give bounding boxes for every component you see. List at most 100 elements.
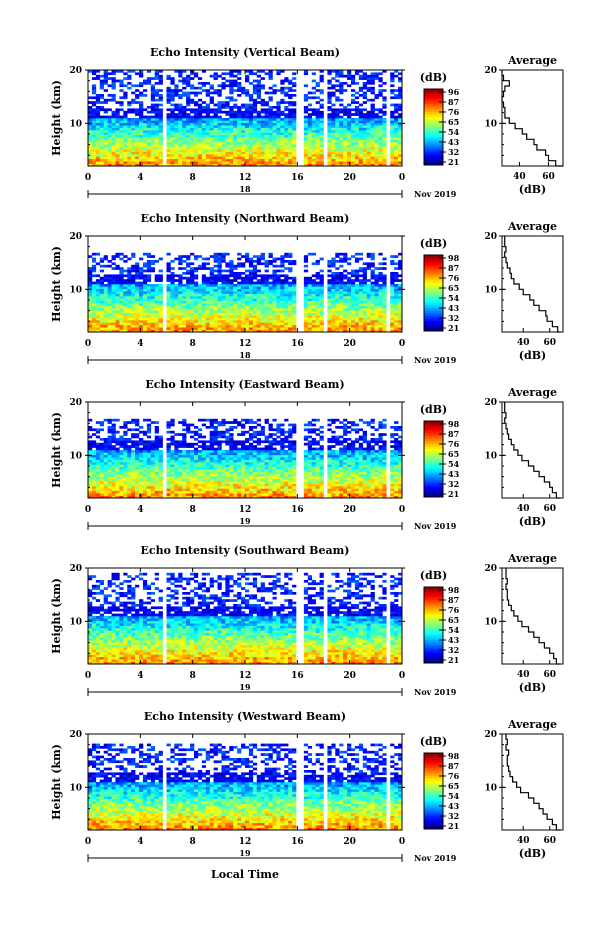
x-tick-label: 0 [399, 173, 405, 183]
heatmap-cell [127, 127, 132, 131]
heatmap-cell [350, 151, 356, 155]
heatmap-cell [154, 158, 159, 162]
heatmap-cell [201, 122, 207, 126]
heatmap-cell [260, 127, 265, 131]
heatmap-cell [272, 149, 277, 152]
heatmap-cell [241, 303, 246, 306]
heatmap-cell [315, 293, 320, 297]
heatmap-cell [382, 308, 387, 311]
heatmap-cell [307, 130, 313, 133]
heatmap-cell [111, 471, 116, 475]
heatmap-cell [131, 98, 136, 102]
heatmap-cell [135, 72, 140, 76]
heatmap-cell [335, 139, 340, 143]
heatmap-cell [382, 127, 387, 131]
heatmap-cell [350, 322, 356, 326]
heatmap-cell [398, 303, 403, 306]
heatmap-cell [190, 272, 195, 275]
heatmap-cell [205, 91, 210, 95]
heatmap-cell [233, 272, 238, 275]
heatmap-cell [221, 276, 226, 280]
heatmap-cell [370, 149, 375, 152]
heatmap-cell [390, 113, 395, 116]
heatmap-cell [115, 276, 120, 280]
heatmap-cell [260, 108, 265, 112]
heatmap-cell [95, 94, 101, 97]
heatmap-cell [370, 120, 375, 124]
heatmap-cell [209, 293, 214, 297]
heatmap-cell [382, 118, 387, 121]
heatmap-cell [166, 156, 171, 160]
heatmap-cell [213, 77, 218, 80]
heatmap-cell [354, 300, 360, 304]
heatmap-cell [99, 317, 104, 321]
heatmap-cell [358, 151, 364, 155]
heatmap-cell [154, 317, 159, 321]
heatmap-cell [217, 284, 222, 287]
heatmap-cell [146, 324, 152, 328]
heatmap-cell [311, 296, 316, 299]
heatmap-cell [366, 130, 371, 133]
heatmap-cell [350, 272, 356, 275]
heatmap-cell [354, 154, 360, 157]
heatmap-cell [307, 315, 313, 318]
heatmap-cell [209, 274, 214, 278]
heatmap-cell [111, 144, 116, 148]
heatmap-cell [245, 317, 250, 321]
heatmap-cell [264, 118, 269, 121]
heatmap-cell [205, 329, 210, 333]
heatmap-cell [354, 149, 360, 152]
heatmap-cell [378, 324, 383, 328]
heatmap-cell [366, 308, 371, 311]
heatmap-cell [319, 296, 324, 299]
heatmap-cell [139, 149, 144, 152]
heatmap-cell [166, 286, 171, 290]
heatmap-cell [91, 101, 97, 104]
heatmap-cell [362, 154, 367, 157]
heatmap-cell [315, 149, 320, 152]
heatmap-cell [268, 132, 273, 136]
heatmap-cell [217, 110, 222, 114]
heatmap-cell [205, 106, 210, 109]
heatmap-cell [142, 89, 148, 92]
heatmap-cell [221, 103, 226, 107]
heatmap-cell [197, 163, 203, 167]
heatmap-cell [260, 118, 265, 121]
heatmap-cell [252, 322, 258, 326]
heatmap-cell [99, 260, 104, 263]
heatmap-cell [331, 324, 336, 328]
heatmap-cell [331, 125, 336, 128]
heatmap-cell [390, 96, 395, 100]
heatmap-cell [350, 315, 356, 318]
heatmap-cell [229, 296, 234, 299]
heatmap-cell [248, 315, 254, 318]
heatmap-cell [394, 94, 399, 97]
heatmap-cell [374, 120, 379, 124]
heatmap-cell [339, 115, 344, 119]
heatmap-cell [335, 115, 340, 119]
heatmap-cell [91, 486, 97, 489]
heatmap-cell [142, 305, 148, 309]
heatmap-cell [139, 296, 144, 299]
heatmap-cell [201, 310, 207, 314]
heatmap-cell [370, 327, 375, 330]
heatmap-cell [150, 300, 156, 304]
heatmap-cell [170, 146, 175, 150]
heatmap-cell [221, 137, 226, 140]
heatmap-cell [256, 291, 261, 294]
heatmap-cell [303, 281, 309, 285]
heatmap-cell [284, 310, 289, 314]
heatmap-cell [99, 298, 104, 302]
heatmap-cell [205, 130, 210, 133]
y-tick-label: 20 [69, 66, 82, 76]
heatmap-cell [123, 279, 128, 282]
heatmap-cell [335, 267, 340, 270]
heatmap-cell [115, 471, 120, 475]
heatmap-cell [119, 281, 124, 285]
average-x-tick-label: 60 [542, 172, 555, 182]
heatmap-cell [315, 158, 320, 162]
heatmap-cell [229, 113, 234, 116]
heatmap-cell [390, 132, 395, 136]
heatmap-cell [197, 300, 203, 304]
heatmap-cell [217, 118, 222, 121]
